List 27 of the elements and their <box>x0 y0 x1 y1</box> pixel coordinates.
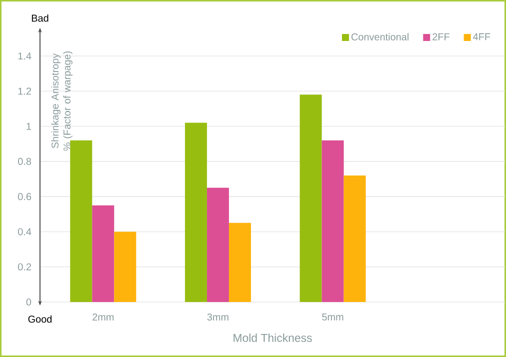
text: Good <box>28 315 52 323</box>
y-tick-label: 1.2 <box>18 88 31 95</box>
y-tick-label: 1 <box>26 122 31 130</box>
legend-label: 2FF <box>432 33 450 40</box>
x-axis-title: Mold Thickness <box>234 334 312 342</box>
bar <box>206 188 229 302</box>
y-axis-title: Shrinkage Anisotropy % (Factor of warpage) <box>51 51 72 151</box>
text: Bad <box>32 14 48 22</box>
y-tick-label: 0.6 <box>18 193 32 200</box>
bar <box>92 205 114 302</box>
y-tick-label: 0.2 <box>18 263 31 270</box>
x-tick-label: 5mm <box>322 314 344 320</box>
y-tick-label: 1.4 <box>18 52 32 60</box>
x-tick-label: 3mm <box>207 314 228 321</box>
legend-label: 4FF <box>473 33 490 40</box>
bar <box>300 94 322 302</box>
bar <box>114 232 136 302</box>
bar <box>184 122 207 302</box>
bar <box>344 175 366 302</box>
legend-label: Conventional <box>351 33 408 40</box>
x-tick-label: 2mm <box>92 314 114 320</box>
bar <box>70 140 92 302</box>
y-tick-label: 0.4 <box>18 228 32 236</box>
y-tick-label: 0 <box>26 298 32 306</box>
bar <box>322 140 344 302</box>
bar <box>228 222 251 302</box>
y-tick-label: 0.8 <box>18 158 32 165</box>
